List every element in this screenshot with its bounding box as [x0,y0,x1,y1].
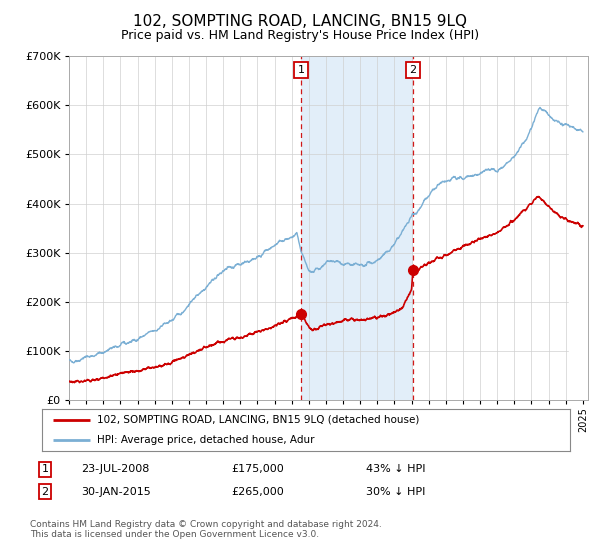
Text: Contains HM Land Registry data © Crown copyright and database right 2024.
This d: Contains HM Land Registry data © Crown c… [30,520,382,539]
Text: 102, SOMPTING ROAD, LANCING, BN15 9LQ: 102, SOMPTING ROAD, LANCING, BN15 9LQ [133,14,467,29]
Text: 30-JAN-2015: 30-JAN-2015 [81,487,151,497]
Text: 1: 1 [41,464,49,474]
Bar [301,56,413,400]
Text: 2: 2 [409,65,416,75]
Text: 1: 1 [298,65,305,75]
Bar [569,56,588,400]
Text: 23-JUL-2008: 23-JUL-2008 [81,464,149,474]
Text: £175,000: £175,000 [231,464,284,474]
Text: 30% ↓ HPI: 30% ↓ HPI [366,487,425,497]
Text: 102, SOMPTING ROAD, LANCING, BN15 9LQ (detached house): 102, SOMPTING ROAD, LANCING, BN15 9LQ (d… [97,415,420,424]
Text: HPI: Average price, detached house, Adur: HPI: Average price, detached house, Adur [97,435,315,445]
Text: Price paid vs. HM Land Registry's House Price Index (HPI): Price paid vs. HM Land Registry's House … [121,29,479,42]
Text: £265,000: £265,000 [231,487,284,497]
Text: 43% ↓ HPI: 43% ↓ HPI [366,464,425,474]
Text: 2: 2 [41,487,49,497]
